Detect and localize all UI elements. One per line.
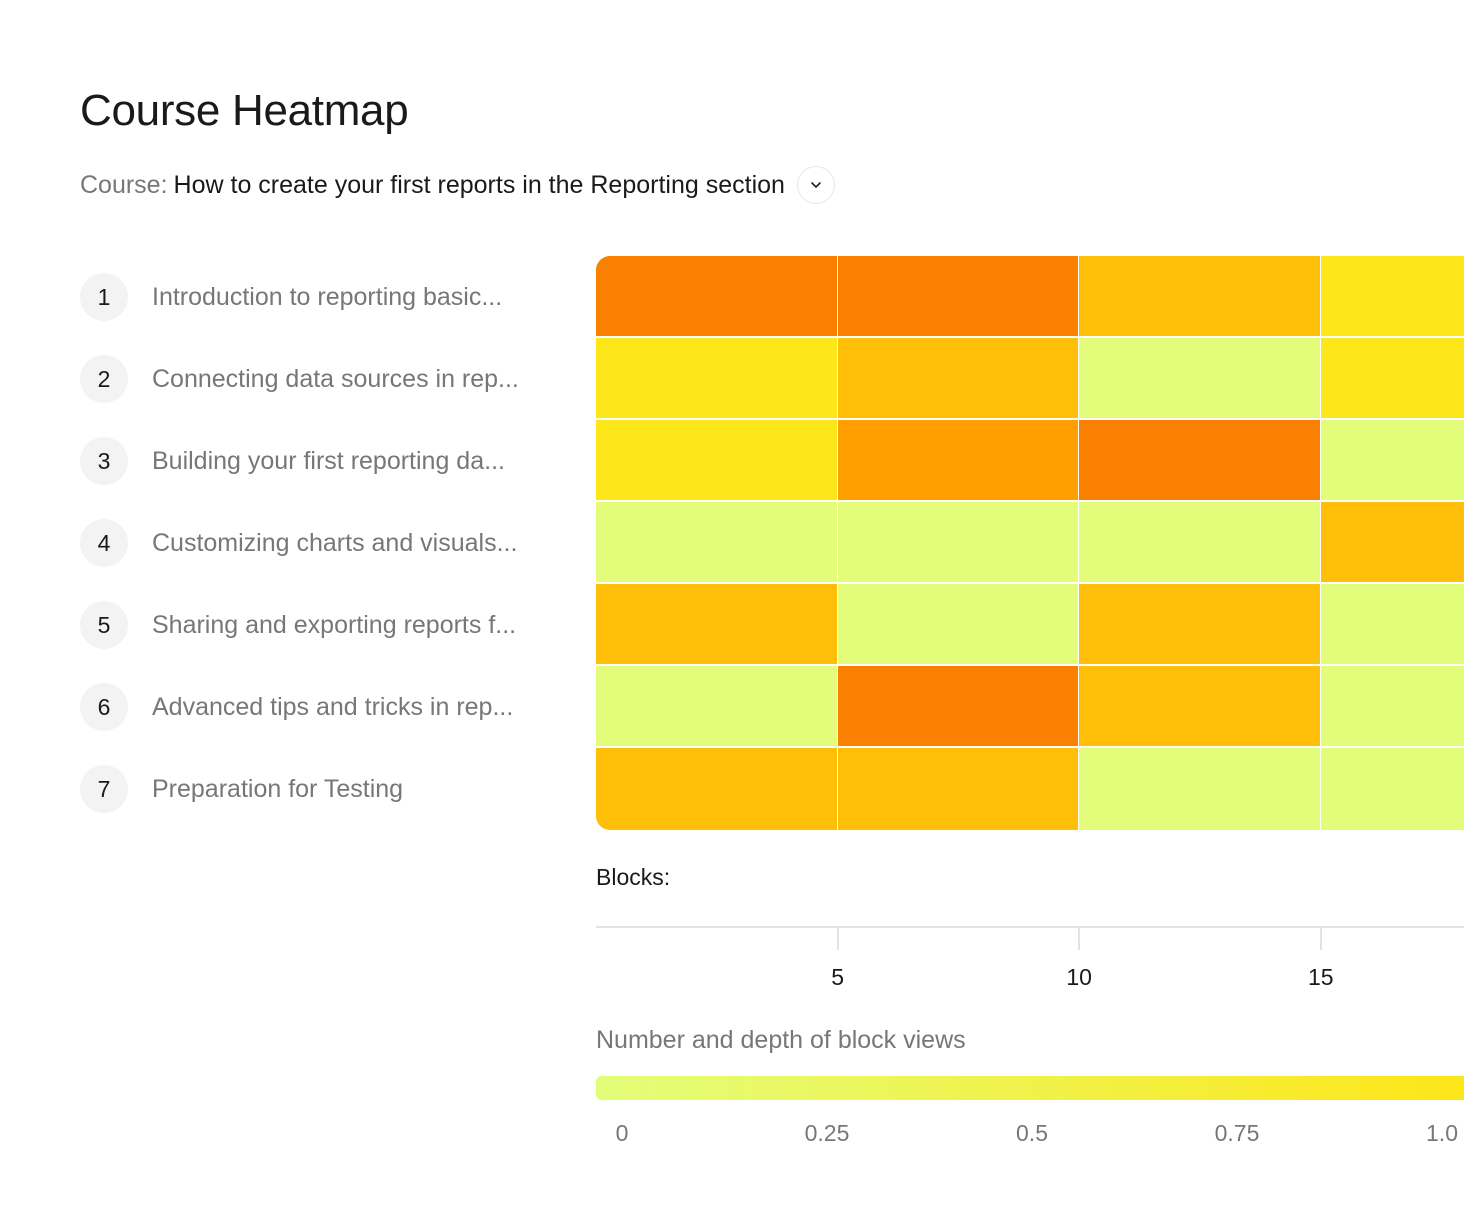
legend-tick-label: 0.25 bbox=[804, 1120, 850, 1146]
heatmap-cell[interactable] bbox=[1079, 338, 1322, 420]
heatmap-cell[interactable] bbox=[837, 338, 1081, 420]
heatmap-cell[interactable] bbox=[1079, 748, 1322, 830]
heatmap-cell[interactable] bbox=[1320, 338, 1464, 420]
heatmap-cell[interactable] bbox=[837, 748, 1081, 830]
legend-tick-label: 0.75 bbox=[1214, 1120, 1260, 1146]
x-axis-tick bbox=[836, 926, 839, 950]
lesson-item[interactable]: 6 Advanced tips and tricks in rep... bbox=[80, 666, 519, 748]
heatmap-cell[interactable] bbox=[596, 338, 839, 420]
course-value[interactable]: How to create your first reports in the … bbox=[173, 170, 785, 199]
heatmap-grid bbox=[596, 256, 1464, 830]
x-axis: 5 10 15 bbox=[596, 926, 1464, 996]
heatmap-cell[interactable] bbox=[1079, 666, 1322, 748]
lesson-name: Building your first reporting da... bbox=[152, 446, 505, 475]
heatmap-cell[interactable] bbox=[1320, 256, 1464, 338]
heatmap-cell[interactable] bbox=[1079, 502, 1322, 584]
heatmap-cell[interactable] bbox=[837, 502, 1081, 584]
lesson-name: Sharing and exporting reports f... bbox=[152, 610, 517, 639]
lesson-number: 4 bbox=[80, 519, 128, 567]
lesson-name: Customizing charts and visuals... bbox=[152, 528, 518, 557]
heatmap-cell[interactable] bbox=[596, 584, 839, 666]
x-axis-title: Blocks: bbox=[596, 864, 671, 890]
heatmap-cell[interactable] bbox=[1079, 256, 1322, 338]
x-axis-tick bbox=[1078, 926, 1081, 950]
lesson-name: Preparation for Testing bbox=[152, 774, 404, 803]
x-axis-line bbox=[596, 926, 1464, 928]
heatmap-cell[interactable] bbox=[837, 420, 1081, 502]
lesson-number: 5 bbox=[80, 601, 128, 649]
lesson-item[interactable]: 7 Preparation for Testing bbox=[80, 748, 519, 830]
lesson-item[interactable]: 4 Customizing charts and visuals... bbox=[80, 502, 519, 584]
heatmap-cell[interactable] bbox=[596, 748, 839, 830]
lesson-name: Connecting data sources in rep... bbox=[152, 364, 519, 393]
lesson-item[interactable]: 2 Connecting data sources in rep... bbox=[80, 338, 519, 420]
x-tick-label: 10 bbox=[1066, 964, 1092, 990]
legend-tick-label: 1.0 bbox=[1426, 1120, 1458, 1146]
heatmap-cell[interactable] bbox=[1320, 748, 1464, 830]
lesson-number: 7 bbox=[80, 765, 128, 813]
x-tick-label: 15 bbox=[1308, 964, 1334, 990]
legend-tick-label: 0.5 bbox=[1016, 1120, 1048, 1146]
course-selector: Course: How to create your first reports… bbox=[80, 166, 835, 204]
heatmap-cell[interactable] bbox=[837, 256, 1081, 338]
lesson-item[interactable]: 3 Building your first reporting da... bbox=[80, 420, 519, 502]
lesson-name: Advanced tips and tricks in rep... bbox=[152, 692, 514, 721]
course-label: Course: bbox=[80, 170, 168, 199]
heatmap-cell[interactable] bbox=[837, 666, 1081, 748]
x-axis-tick bbox=[1319, 926, 1322, 950]
lesson-number: 2 bbox=[80, 355, 128, 403]
chevron-down-icon bbox=[811, 182, 821, 189]
heatmap-cell[interactable] bbox=[1320, 666, 1464, 748]
heatmap-cell[interactable] bbox=[837, 584, 1081, 666]
heatmap-cell[interactable] bbox=[596, 420, 839, 502]
heatmap-cell[interactable] bbox=[1079, 584, 1322, 666]
lesson-number: 6 bbox=[80, 683, 128, 731]
page-title: Course Heatmap bbox=[80, 86, 409, 135]
heatmap-cell[interactable] bbox=[596, 256, 839, 338]
heatmap-cell[interactable] bbox=[1320, 420, 1464, 502]
lesson-name: Introduction to reporting basic... bbox=[152, 282, 503, 311]
lesson-item[interactable]: 5 Sharing and exporting reports f... bbox=[80, 584, 519, 666]
heatmap-cell[interactable] bbox=[596, 502, 839, 584]
legend-tick-label: 0 bbox=[615, 1120, 629, 1146]
lesson-number: 3 bbox=[80, 437, 128, 485]
heatmap-cell[interactable] bbox=[1320, 502, 1464, 584]
x-tick-label: 5 bbox=[831, 964, 844, 990]
heatmap-cell[interactable] bbox=[596, 666, 839, 748]
lesson-item[interactable]: 1 Introduction to reporting basic... bbox=[80, 256, 519, 338]
heatmap-cell[interactable] bbox=[1079, 420, 1322, 502]
heatmap-cell[interactable] bbox=[1320, 584, 1464, 666]
legend-title: Number and depth of block views bbox=[596, 1026, 966, 1054]
course-dropdown-button[interactable] bbox=[796, 166, 835, 204]
legend-gradient-bar bbox=[596, 1076, 1464, 1100]
lesson-number: 1 bbox=[80, 273, 128, 321]
lesson-list: 1 Introduction to reporting basic... 2 Conn… bbox=[80, 256, 519, 830]
